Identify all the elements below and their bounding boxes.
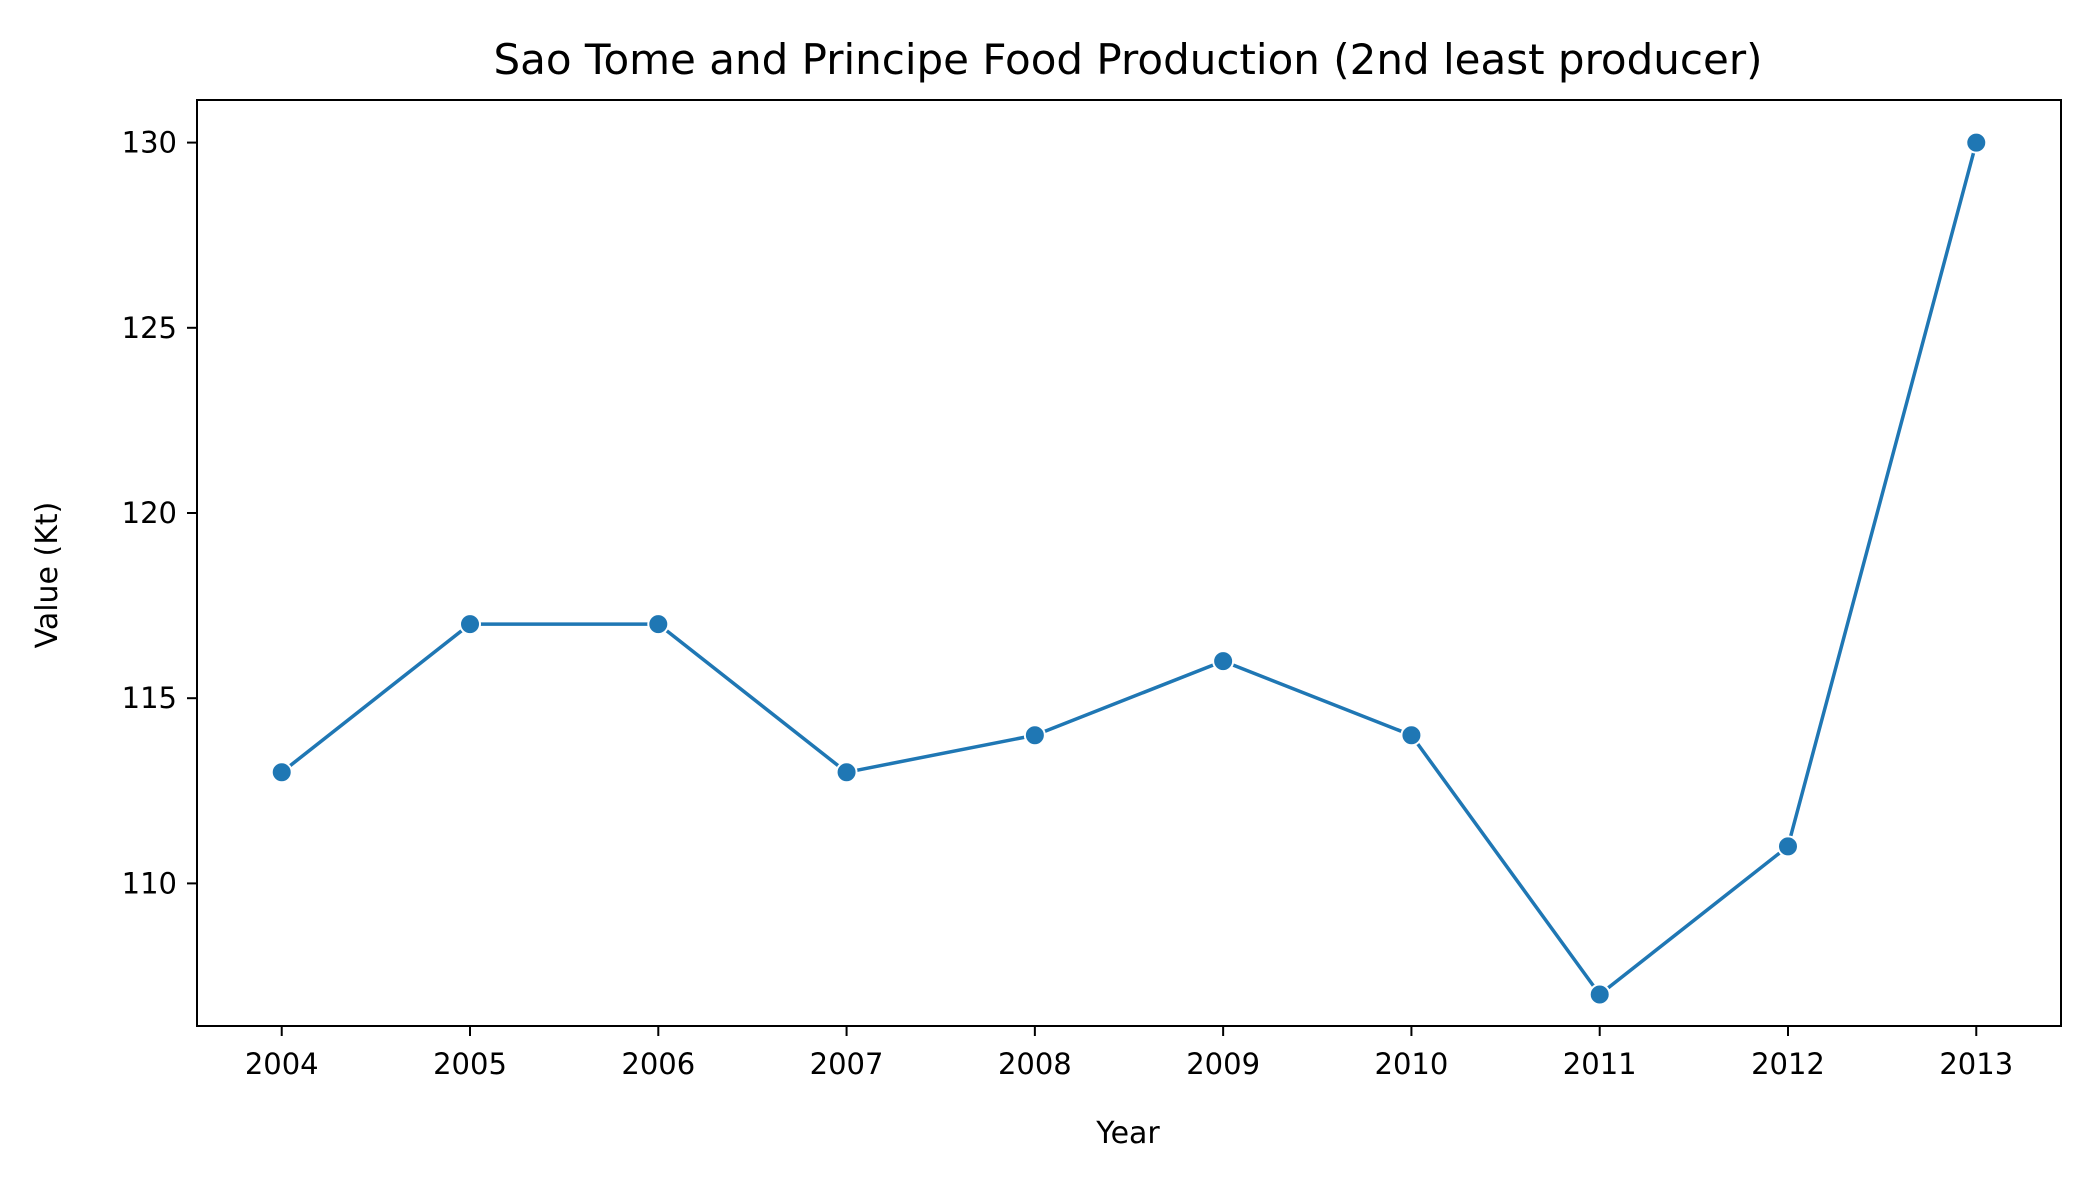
y-tick-label: 110 [122,866,177,900]
data-point [1965,131,1988,154]
data-point [270,761,293,784]
y-tick-label: 130 [122,126,177,160]
y-axis: 110 115 120 125 130 [122,126,197,900]
x-tick-label: 2008 [998,1047,1072,1081]
x-tick-label: 2009 [1186,1047,1260,1081]
x-tick-label: 2012 [1751,1047,1825,1081]
x-tick-label: 2007 [810,1047,884,1081]
series-markers [270,131,1988,1006]
x-axis: 2004 2005 2006 2007 2008 2009 2010 2011 2012 2013 [245,1026,2013,1081]
data-point [459,613,482,636]
data-point [835,761,858,784]
chart-title: Sao Tome and Principe Food Production (2… [493,35,1762,84]
y-axis-label: Value (Kt) [30,502,65,649]
x-tick-label: 2013 [1939,1047,2013,1081]
y-tick-label: 115 [122,681,177,715]
data-point [1023,724,1046,747]
data-point [1400,724,1423,747]
y-tick-label: 120 [122,496,177,530]
x-tick-label: 2011 [1563,1047,1637,1081]
x-tick-label: 2010 [1375,1047,1449,1081]
series-line [279,140,1979,997]
x-tick-label: 2004 [245,1047,319,1081]
x-tick-label: 2006 [621,1047,695,1081]
data-point [1212,650,1235,673]
y-tick-label: 125 [122,311,177,345]
data-point [647,613,670,636]
x-axis-label: Year [1095,1116,1160,1151]
plot-area: 2004 2005 2006 2007 2008 2009 2010 2011 2012 2013… [122,99,2062,1081]
x-tick-label: 2005 [433,1047,507,1081]
data-point [1776,835,1799,858]
data-point [1588,983,1611,1006]
plot-frame [196,99,2062,1027]
